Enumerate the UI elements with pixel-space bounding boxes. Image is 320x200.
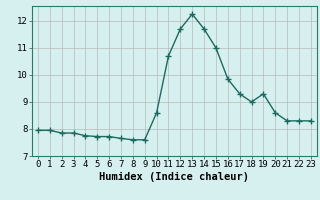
X-axis label: Humidex (Indice chaleur): Humidex (Indice chaleur) bbox=[100, 172, 249, 182]
